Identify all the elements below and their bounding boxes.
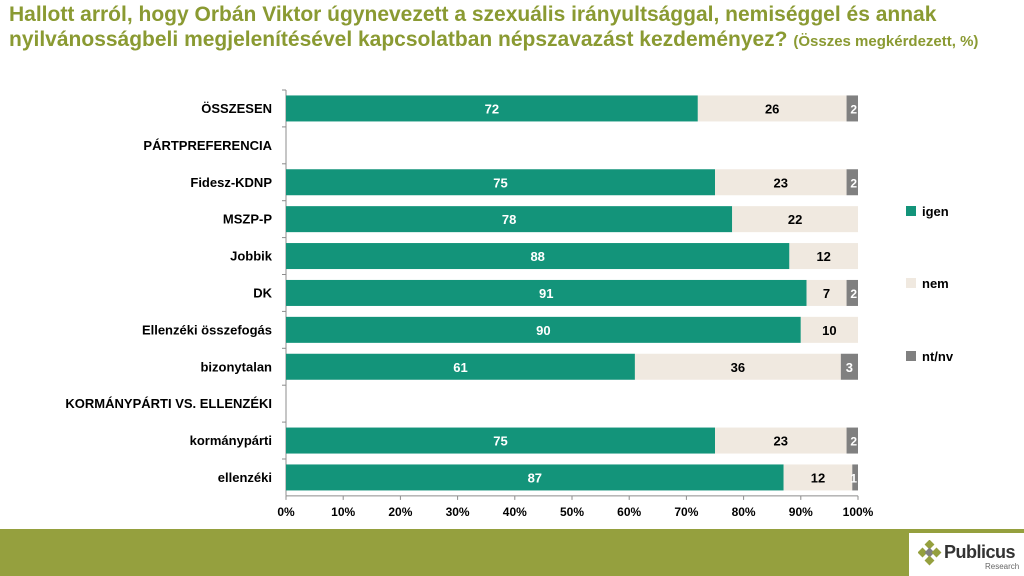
- category-label: MSZP-P: [223, 212, 272, 227]
- x-tick-label: 10%: [331, 505, 355, 519]
- legend-swatch-igen: [906, 206, 916, 216]
- data-label-igen: 61: [453, 360, 467, 375]
- category-label: bizonytalan: [200, 359, 272, 374]
- footer-band: [0, 529, 1024, 576]
- bar-ntnv: [846, 279, 858, 306]
- logo-name: Publicus: [944, 542, 1016, 562]
- bar-ntnv: [846, 427, 858, 454]
- data-label-nem: 22: [788, 212, 802, 227]
- category-label: ÖSSZESEN: [201, 101, 272, 116]
- category-label: Ellenzéki összefogás: [142, 322, 272, 337]
- data-label-igen: 90: [536, 323, 550, 338]
- category-label: Fidesz-KDNP: [190, 175, 272, 190]
- data-label-igen: 88: [530, 249, 544, 264]
- x-tick-label: 40%: [503, 505, 527, 519]
- publicus-logo: Publicus Research: [909, 533, 1024, 576]
- bar-nem: [634, 353, 841, 380]
- bar-igen: [286, 316, 801, 343]
- data-label-ntnv: 3: [846, 360, 853, 375]
- legend-swatch-nem: [906, 278, 916, 288]
- bar-nem: [806, 279, 847, 306]
- data-label-nem: 23: [774, 175, 788, 190]
- legend-label-igen: igen: [922, 204, 949, 219]
- x-tick-label: 90%: [789, 505, 813, 519]
- bar-ntnv: [840, 353, 858, 380]
- x-tick-label: 70%: [674, 505, 698, 519]
- data-label-ntnv: 2: [850, 102, 857, 116]
- x-tick-label: 30%: [446, 505, 470, 519]
- data-label-nem: 7: [823, 286, 830, 301]
- data-label-ntnv: 2: [850, 287, 857, 301]
- bar-igen: [286, 427, 715, 454]
- bar-nem: [715, 427, 847, 454]
- data-label-ntnv: 1: [850, 471, 857, 485]
- data-label-igen: 87: [528, 470, 542, 485]
- bar-nem: [800, 316, 858, 343]
- x-tick-label: 50%: [560, 505, 584, 519]
- title-main: Hallott arról, hogy Orbán Viktor úgyneve…: [9, 3, 937, 51]
- x-tick-label: 100%: [843, 505, 874, 519]
- bar-ntnv: [846, 95, 858, 122]
- bar-nem: [715, 169, 847, 196]
- bar-igen: [286, 464, 784, 491]
- bar-nem: [697, 95, 847, 122]
- bar-igen: [286, 353, 635, 380]
- legend-label-ntnv: nt/nv: [922, 349, 954, 364]
- bar-nem: [783, 464, 853, 491]
- x-tick-label: 80%: [732, 505, 756, 519]
- title-subtitle: (Összes megkérdezett, %): [793, 33, 979, 50]
- category-label: PÁRTPREFERENCIA: [143, 138, 272, 153]
- bar-igen: [286, 206, 733, 233]
- category-label: DK: [253, 285, 272, 300]
- chart-title: Hallott arról, hogy Orbán Viktor úgyneve…: [9, 2, 1014, 54]
- category-label: KORMÁNYPÁRTI VS. ELLENZÉKI: [65, 396, 272, 411]
- bar-nem: [789, 243, 858, 270]
- bar-igen: [286, 95, 698, 122]
- data-label-nem: 23: [774, 434, 788, 449]
- category-label: ellenzéki: [218, 470, 272, 485]
- data-label-nem: 12: [816, 249, 830, 264]
- data-label-ntnv: 2: [850, 435, 857, 449]
- data-label-nem: 10: [822, 323, 836, 338]
- x-tick-label: 60%: [617, 505, 641, 519]
- publicus-logo-icon: [918, 540, 942, 566]
- data-label-igen: 91: [539, 286, 553, 301]
- data-label-igen: 72: [485, 101, 499, 116]
- legend-label-nem: nem: [922, 276, 949, 291]
- bar-nem: [732, 206, 858, 233]
- x-tick-label: 20%: [388, 505, 412, 519]
- bar-igen: [286, 169, 715, 196]
- x-tick-label: 0%: [277, 505, 295, 519]
- data-label-nem: 36: [731, 360, 745, 375]
- bar-igen: [286, 279, 807, 306]
- data-label-nem: 12: [811, 470, 825, 485]
- logo-subtitle: Research: [985, 562, 1020, 571]
- chart: 0% 10% 20% 30% 40% 50% 60% 70% 80% 90% 100% ÖSSZESE…: [65, 89, 954, 519]
- bar-ntnv: [852, 464, 858, 491]
- data-label-nem: 26: [765, 101, 779, 116]
- legend-swatch-ntnv: [906, 351, 916, 361]
- data-label-igen: 75: [493, 175, 507, 190]
- data-label-ntnv: 2: [850, 176, 857, 190]
- data-label-igen: 78: [502, 212, 516, 227]
- bar-igen: [286, 243, 790, 270]
- category-label: kormánypárti: [190, 433, 272, 448]
- bar-ntnv: [846, 169, 858, 196]
- data-label-igen: 75: [493, 434, 507, 449]
- category-label: Jobbik: [230, 249, 273, 264]
